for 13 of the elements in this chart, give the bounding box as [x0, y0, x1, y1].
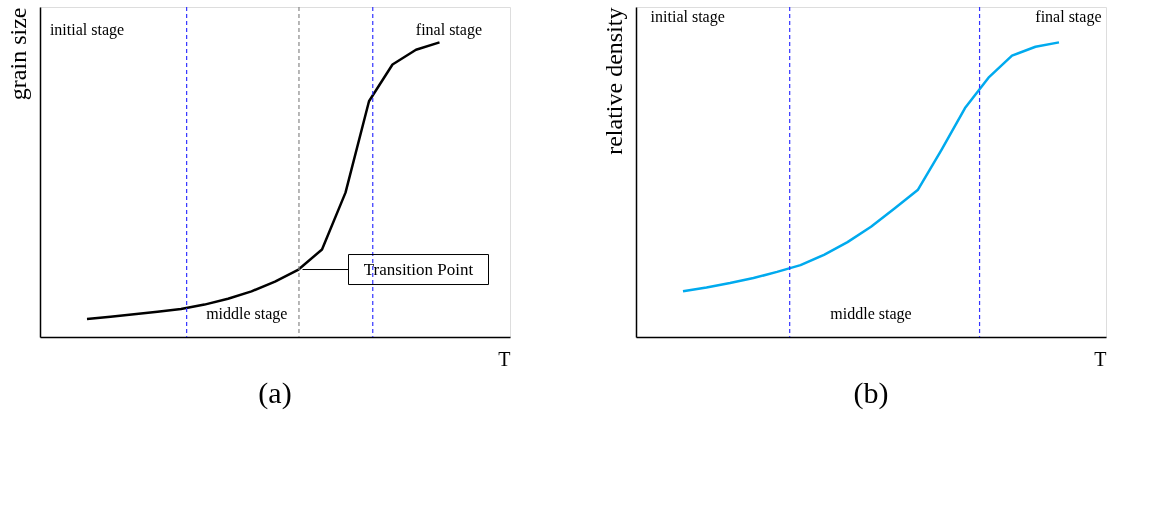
annotation: middle stage	[830, 304, 912, 323]
y-axis-title: grain size	[4, 7, 31, 101]
annotation: middle stage	[206, 304, 288, 323]
x-axis-title: T	[498, 347, 511, 370]
text: initial stage	[49, 21, 125, 40]
text: initial stage	[650, 7, 725, 26]
y-axis-title: relative density	[600, 7, 627, 155]
annotation: Transition Point	[363, 259, 474, 279]
text: final stage	[1035, 7, 1102, 26]
text: final stage	[415, 21, 482, 40]
text: (a)	[258, 376, 292, 410]
text: (b)	[853, 376, 889, 410]
x-axis-title: T	[1094, 347, 1107, 370]
